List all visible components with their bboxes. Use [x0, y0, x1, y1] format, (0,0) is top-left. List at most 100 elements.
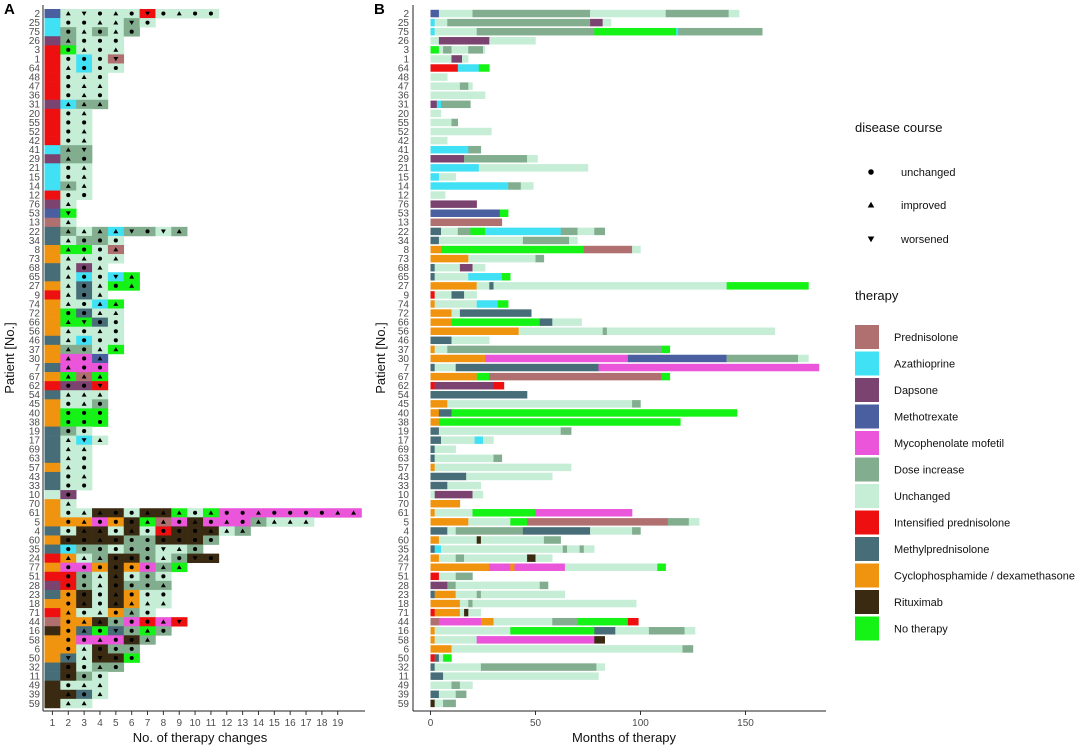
- patient-tick-label: 3: [403, 45, 409, 56]
- x-tick-label: 0: [428, 718, 434, 729]
- patient-tick-label: 64: [29, 63, 41, 74]
- unchanged-mark: [113, 283, 118, 288]
- therapy-segment: [527, 518, 668, 526]
- legend-swatch: [855, 325, 879, 349]
- x-tick-label: 15: [269, 718, 281, 729]
- therapy-segment: [501, 273, 511, 281]
- improved-mark: [97, 301, 103, 306]
- patient-tick-label: 34: [29, 236, 41, 247]
- heatmap-cell: [44, 36, 61, 46]
- unchanged-mark: [97, 674, 103, 679]
- unchanged-mark: [177, 556, 182, 561]
- patient-tick-label: 28: [29, 581, 41, 592]
- heatmap-cell: [44, 372, 61, 382]
- therapy-segment: [485, 227, 561, 236]
- legend-therapy-title: therapy: [855, 288, 899, 303]
- therapy-segment: [443, 654, 452, 662]
- therapy-segment: [430, 164, 479, 172]
- patient-tick-label: 75: [29, 27, 41, 38]
- patient-tick-label: 13: [398, 218, 410, 229]
- therapy-segment: [455, 581, 540, 590]
- legend-therapy-label: Rituximab: [894, 597, 943, 609]
- patient-tick-label: 52: [29, 127, 41, 138]
- unchanged-mark: [145, 619, 150, 624]
- heatmap-cell: [44, 172, 61, 182]
- improved-mark: [65, 247, 71, 252]
- improved-mark: [65, 465, 71, 470]
- unchanged-mark: [82, 356, 87, 361]
- patient-tick-label: 58: [29, 635, 41, 646]
- unchanged-mark: [82, 283, 87, 288]
- therapy-segment: [430, 254, 469, 263]
- therapy-segment: [430, 191, 446, 199]
- therapy-segment: [459, 82, 469, 90]
- improved-mark: [256, 510, 261, 515]
- patient-tick-label: 25: [29, 18, 41, 29]
- therapy-segment: [434, 463, 572, 472]
- worsened-mark: [97, 656, 103, 661]
- therapy-segment: [430, 327, 519, 335]
- unchanged-mark: [66, 56, 71, 61]
- therapy-segment: [468, 145, 482, 154]
- unchanged-mark: [82, 301, 87, 307]
- unchanged-mark: [145, 583, 150, 588]
- heatmap-cell: [44, 326, 61, 337]
- heatmap-cell: [44, 272, 61, 282]
- unchanged-mark: [66, 174, 71, 179]
- patient-tick-label: 74: [29, 299, 41, 310]
- patient-tick-label: 10: [398, 490, 410, 501]
- improved-mark: [97, 619, 103, 624]
- heatmap-cell: [44, 72, 61, 82]
- unchanged-mark: [66, 619, 71, 624]
- worsened-mark: [81, 320, 87, 325]
- unchanged-mark: [82, 329, 87, 334]
- therapy-segment: [464, 554, 528, 562]
- unchanged-mark: [145, 537, 150, 543]
- legend-therapy-label: Dose increase: [894, 465, 964, 477]
- unchanged-mark: [240, 519, 245, 524]
- patient-tick-label: 72: [29, 308, 41, 319]
- heatmap-cell: [44, 145, 61, 155]
- therapy-segment: [441, 227, 458, 236]
- patient-tick-label: 10: [29, 490, 41, 501]
- patient-tick-label: 47: [29, 82, 41, 93]
- patient-tick-label: 37: [398, 345, 410, 356]
- unchanged-mark: [129, 29, 134, 34]
- improved-mark: [65, 365, 71, 370]
- legend-therapy-label: Unchanged: [894, 491, 950, 503]
- unchanged-mark: [66, 683, 71, 688]
- therapy-segment: [434, 300, 477, 308]
- legend-therapy-label: Intensified prednisolone: [894, 518, 1010, 530]
- therapy-segment: [430, 454, 435, 463]
- patient-tick-label: 70: [398, 499, 410, 510]
- therapy-segment: [430, 672, 444, 680]
- therapy-segment: [520, 182, 534, 190]
- therapy-segment: [434, 509, 473, 517]
- therapy-segment: [430, 218, 503, 227]
- therapy-segment: [438, 554, 456, 562]
- therapy-segment: [468, 46, 484, 54]
- therapy-segment: [543, 536, 561, 544]
- therapy-segment: [489, 282, 494, 290]
- therapy-segment: [430, 336, 452, 345]
- unchanged-mark: [129, 547, 134, 552]
- patient-tick-label: 47: [398, 82, 410, 93]
- therapy-segment: [678, 27, 763, 36]
- patient-tick-label: 37: [29, 345, 41, 356]
- unchanged-mark: [66, 311, 71, 316]
- patient-tick-label: 45: [398, 399, 410, 410]
- improved-mark: [287, 519, 293, 524]
- therapy-segment: [657, 563, 666, 571]
- improved-mark: [351, 510, 357, 515]
- unchanged-mark: [97, 38, 103, 43]
- therapy-segment: [485, 354, 629, 363]
- therapy-segment: [430, 46, 440, 54]
- therapy-segment: [457, 227, 471, 236]
- therapy-segment: [726, 282, 809, 290]
- patient-tick-label: 44: [398, 617, 410, 628]
- unchanged-mark: [288, 510, 293, 515]
- legend-therapy-label: Methylprednisolone: [894, 544, 989, 556]
- worsened-mark: [65, 656, 71, 661]
- heatmap-cell: [44, 589, 61, 600]
- heatmap-cell: [44, 390, 61, 400]
